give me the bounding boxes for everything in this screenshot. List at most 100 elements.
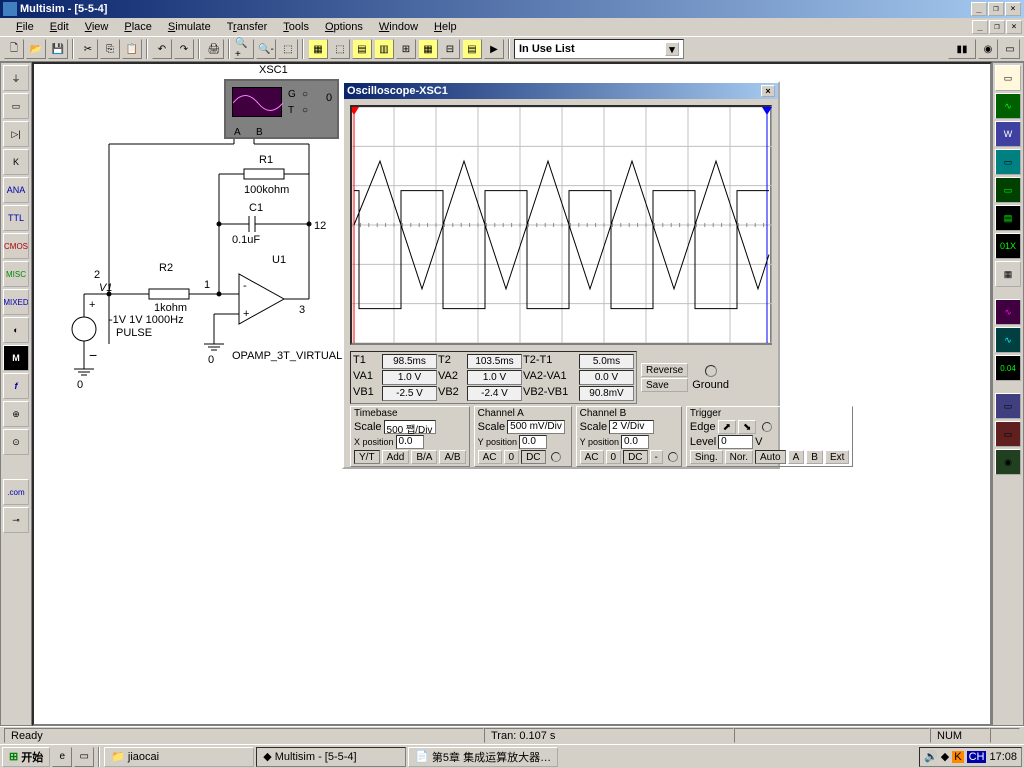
print-icon[interactable]: 🖨 <box>204 39 224 59</box>
tb-btns-yt-button[interactable]: Y/T <box>354 450 380 464</box>
trg-btns-sing-button[interactable]: Sing. <box>690 450 723 464</box>
trg-btns-ext-button[interactable]: Ext <box>825 450 849 464</box>
menu-place[interactable]: Place <box>116 19 160 35</box>
tray-icon2[interactable]: ◆ <box>941 750 949 763</box>
edge-fall-button[interactable]: ⬊ <box>738 420 756 434</box>
trg-btns-auto-button[interactable]: Auto <box>755 450 786 464</box>
connector-icon[interactable]: ⊸ <box>3 507 29 533</box>
basic-icon[interactable]: ▭ <box>3 93 29 119</box>
redo-icon[interactable]: ↷ <box>174 39 194 59</box>
desktop-icon[interactable]: ▭ <box>74 747 94 767</box>
tool5-icon[interactable]: ⊞ <box>396 39 416 59</box>
tray-icon4[interactable]: CH <box>967 751 987 763</box>
tb-scale[interactable]: 500 쨉/Div <box>384 420 436 434</box>
ca-btns-0-button[interactable]: 0 <box>504 450 520 464</box>
taskbar-task[interactable]: 📄第5章 集成运算放大器… <box>408 747 558 767</box>
cb-btns-0-button[interactable]: 0 <box>606 450 622 464</box>
tool3-icon[interactable]: ▤ <box>352 39 372 59</box>
ca-ypos[interactable]: 0.0 <box>519 435 547 449</box>
ttl-icon[interactable]: TTL <box>3 205 29 231</box>
trg-btns-nor-button[interactable]: Nor. <box>725 450 753 464</box>
tool4-icon[interactable]: ▥ <box>374 39 394 59</box>
run-icon[interactable]: ▮▮ <box>948 39 976 59</box>
taskbar-task[interactable]: 📁jiaocai <box>104 747 254 767</box>
multimeter-icon[interactable]: ▭ <box>995 65 1021 91</box>
inst3-icon[interactable]: ◉ <box>995 449 1021 475</box>
edge-rise-button[interactable]: ⬈ <box>718 420 736 434</box>
logicconv-icon[interactable]: ▦ <box>995 261 1021 287</box>
tool2-icon[interactable]: ⬚ <box>330 39 350 59</box>
tray-icon3[interactable]: K <box>952 751 963 763</box>
rf-icon[interactable]: ⊙ <box>3 429 29 455</box>
com-icon[interactable]: .com <box>3 479 29 505</box>
network-icon[interactable]: 0.04 <box>995 355 1021 381</box>
cb-scale[interactable]: 2 V/Div <box>609 420 654 434</box>
menu-simulate[interactable]: Simulate <box>160 19 219 35</box>
osc-titlebar[interactable]: Oscilloscope-XSC1 × <box>344 83 778 99</box>
f-icon[interactable]: f <box>3 373 29 399</box>
cmos-icon[interactable]: CMOS <box>3 233 29 259</box>
menu-window[interactable]: Window <box>371 19 426 35</box>
inuse-combo[interactable]: In Use List ▾ <box>514 39 684 59</box>
undo-icon[interactable]: ↶ <box>152 39 172 59</box>
restore-button[interactable]: ❐ <box>988 2 1004 16</box>
menu-transfer[interactable]: Transfer <box>219 19 276 35</box>
zoomarea-icon[interactable]: ⬚ <box>278 39 298 59</box>
source-icon[interactable]: ⏚ <box>3 65 29 91</box>
m-icon[interactable]: M <box>3 345 29 371</box>
zoomin-icon[interactable]: 🔍+ <box>234 39 254 59</box>
diode-icon[interactable]: ▷| <box>3 121 29 147</box>
close-button[interactable]: × <box>1005 2 1021 16</box>
save-icon[interactable]: 💾 <box>48 39 68 59</box>
tb-btns-ab-button[interactable]: A/B <box>439 450 465 464</box>
menu-edit[interactable]: Edit <box>42 19 77 35</box>
menu-tools[interactable]: Tools <box>275 19 317 35</box>
copy-icon[interactable]: ⎘ <box>100 39 120 59</box>
taskbar-task[interactable]: ◆Multisim - [5-5-4] <box>256 747 406 767</box>
scope-instrument[interactable]: G T ○ ○ A B <box>224 79 339 139</box>
trg-btns-b-button[interactable]: B <box>806 450 823 464</box>
menu-options[interactable]: Options <box>317 19 371 35</box>
start-button[interactable]: ⊞开始 <box>2 747 50 767</box>
tb-btns-ba-button[interactable]: B/A <box>411 450 437 464</box>
ca-btns-dc-button[interactable]: DC <box>521 450 545 464</box>
trg-level[interactable]: 0 <box>718 435 753 449</box>
trg-btns-a-button[interactable]: A <box>788 450 805 464</box>
mdi-minimize-button[interactable]: _ <box>972 20 988 34</box>
transistor-icon[interactable]: K <box>3 149 29 175</box>
zoomout-icon[interactable]: 🔍- <box>256 39 276 59</box>
tool-icon[interactable]: ▦ <box>308 39 328 59</box>
minimize-button[interactable]: _ <box>971 2 987 16</box>
wattmeter-icon[interactable]: W <box>995 121 1021 147</box>
reverse-button[interactable]: Reverse <box>641 363 688 377</box>
inst2-icon[interactable]: ▭ <box>995 421 1021 447</box>
save-button[interactable]: Save <box>641 378 688 392</box>
logicanalyzer-icon[interactable]: 01X <box>995 233 1021 259</box>
tool8-icon[interactable]: ▤ <box>462 39 482 59</box>
cb-btns-ac-button[interactable]: AC <box>580 450 604 464</box>
mdi-close-button[interactable]: × <box>1006 20 1022 34</box>
electromech-icon[interactable]: ⊕ <box>3 401 29 427</box>
new-icon[interactable]: 🗋 <box>4 39 24 59</box>
spectrum-icon[interactable]: ∿ <box>995 327 1021 353</box>
ie-icon[interactable]: e <box>52 747 72 767</box>
mdi-restore-button[interactable]: ❐ <box>989 20 1005 34</box>
wordgen-icon[interactable]: ▤ <box>995 205 1021 231</box>
schematic-canvas[interactable]: - + <box>32 62 992 726</box>
tray-icon[interactable]: 🔊 <box>924 750 938 763</box>
ca-btns-ac-button[interactable]: AC <box>478 450 502 464</box>
stop-icon[interactable]: ▭ <box>1000 39 1020 59</box>
tool9-icon[interactable]: ▶ <box>484 39 504 59</box>
scope-icon[interactable]: ▭ <box>995 149 1021 175</box>
tb-xpos[interactable]: 0.0 <box>396 435 424 449</box>
cb-ypos[interactable]: 0.0 <box>621 435 649 449</box>
menu-help[interactable]: Help <box>426 19 465 35</box>
mixed-icon[interactable]: MIXED <box>3 289 29 315</box>
pause-icon[interactable]: ◉ <box>978 39 998 59</box>
open-icon[interactable]: 📂 <box>26 39 46 59</box>
paste-icon[interactable]: 📋 <box>122 39 142 59</box>
bode-icon[interactable]: ▭ <box>995 177 1021 203</box>
osc-screen[interactable] <box>350 105 772 345</box>
analog-icon[interactable]: ANA <box>3 177 29 203</box>
cb-btns-dc-button[interactable]: DC <box>623 450 647 464</box>
